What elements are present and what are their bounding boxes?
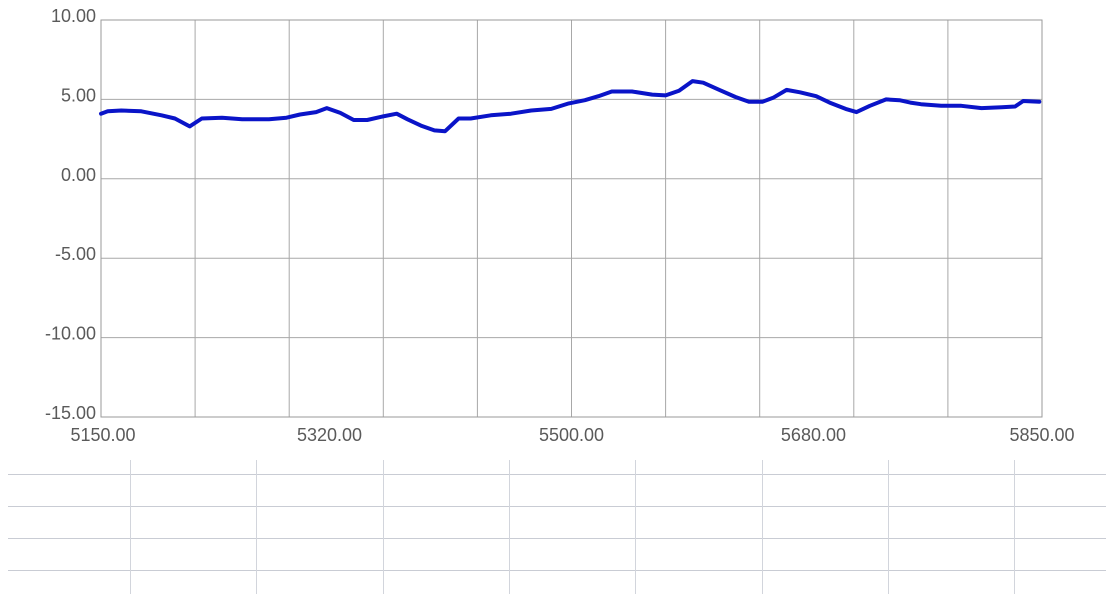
table-column-line bbox=[256, 460, 258, 594]
table-column-line bbox=[130, 460, 131, 594]
table-column-line bbox=[635, 460, 637, 594]
table-row-line bbox=[8, 570, 1106, 571]
line-chart: 10.00 5.00 0.00 -5.00 -10.00 -15.00 5150.00 53… bbox=[45, 6, 1075, 445]
series-line bbox=[99, 79, 1042, 134]
table-row-line bbox=[8, 474, 1106, 475]
data-table-grid bbox=[8, 460, 1106, 594]
series-layer bbox=[99, 79, 1042, 134]
table-column-line bbox=[887, 460, 889, 594]
grid-lines bbox=[101, 20, 1042, 417]
x-tick-label: 5500.00 bbox=[539, 425, 604, 445]
table-column-line bbox=[761, 460, 763, 594]
x-tick-label: 5680.00 bbox=[781, 425, 846, 445]
y-tick-label: 5.00 bbox=[61, 85, 96, 105]
y-tick-label: -15.00 bbox=[45, 403, 96, 423]
table-row-line bbox=[8, 506, 1106, 507]
plot-frame bbox=[100, 19, 1043, 418]
y-tick-label: 0.00 bbox=[61, 165, 96, 185]
table-column-line bbox=[508, 460, 510, 594]
x-axis-tick-labels: 5150.00 5320.00 5500.00 5680.00 5850.00 bbox=[70, 425, 1074, 445]
x-tick-label: 5150.00 bbox=[70, 425, 135, 445]
x-tick-label: 5320.00 bbox=[297, 425, 362, 445]
y-tick-label: -5.00 bbox=[55, 244, 96, 264]
y-axis-tick-labels: 10.00 5.00 0.00 -5.00 -10.00 -15.00 bbox=[45, 6, 96, 423]
table-row-line bbox=[8, 538, 1106, 539]
table-column-line bbox=[1014, 460, 1016, 594]
y-tick-label: 10.00 bbox=[51, 6, 96, 26]
table-column-line bbox=[382, 460, 384, 594]
y-tick-label: -10.00 bbox=[45, 324, 96, 344]
x-tick-label: 5850.00 bbox=[1009, 425, 1074, 445]
